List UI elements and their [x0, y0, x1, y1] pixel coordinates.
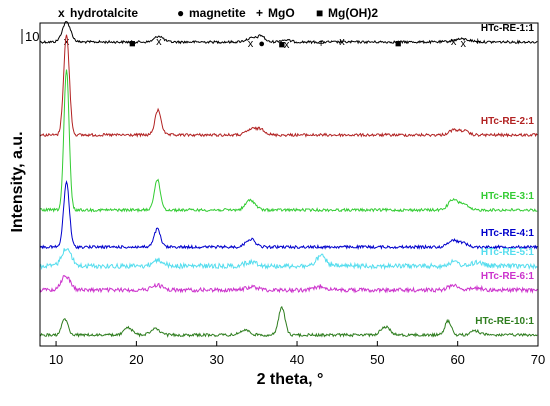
plot-frame [39, 22, 539, 347]
phase-marker: ■ [395, 38, 402, 50]
scale-bar-label: 10 [25, 29, 39, 44]
legend-item: + MgO [256, 6, 295, 20]
series-line [39, 248, 538, 271]
phase-marker: x [461, 38, 467, 50]
x-tick-label: 30 [209, 352, 223, 367]
series-label: HTc-RE-4:1 [481, 228, 535, 239]
series-label: HTc-RE-2:1 [481, 116, 535, 127]
phase-marker: ■ [278, 39, 285, 51]
legend-item: ■ Mg(OH)2 [316, 6, 378, 20]
legend-label: Mg(OH)2 [328, 6, 378, 20]
scale-bar: 10 [21, 29, 39, 44]
legend-label: MgO [268, 6, 295, 20]
x-tick-label: 20 [129, 352, 143, 367]
series-line [39, 274, 538, 294]
legend-symbol: ■ [316, 6, 323, 20]
series-label: HTc-RE-3:1 [481, 191, 535, 202]
series-lines [39, 21, 538, 338]
series-label: HTc-RE-5:1 [481, 247, 535, 258]
x-tick-label: 70 [531, 352, 545, 367]
phase-marker: x [248, 38, 254, 50]
series-line [39, 305, 538, 338]
phase-marker: + [318, 38, 324, 50]
phase-marker: x [64, 36, 70, 48]
legend-symbol: ● [177, 6, 184, 20]
legend-symbol: + [256, 6, 263, 20]
x-tick-label: 50 [370, 352, 384, 367]
series-line [39, 34, 538, 138]
series-label: HTc-RE-10:1 [475, 316, 534, 327]
phase-marker: ■ [129, 38, 136, 50]
x-tick-label: 40 [290, 352, 304, 367]
series-label: HTc-RE-1:1 [481, 23, 535, 34]
x-axis-title: 2 theta, ° [257, 371, 324, 388]
legend-symbol: x [58, 6, 65, 20]
legend-label: magnetite [189, 6, 246, 20]
phase-marker: x [284, 39, 290, 51]
legend-label: hydrotalcite [70, 6, 138, 20]
series-label: HTc-RE-6:1 [481, 271, 535, 282]
phase-marker: x [156, 36, 162, 48]
phase-marker: x [451, 36, 457, 48]
y-axis-title: Intensity, a.u. [9, 131, 26, 232]
x-axis-ticks: 10 20 30 40 50 60 70 [49, 341, 545, 367]
series-labels: HTc-RE-1:1 HTc-RE-2:1 HTc-RE-3:1 HTc-RE-4:1… [475, 23, 534, 327]
series-line [39, 21, 538, 45]
phase-markers: x ■ x x ● ■x + x ■ x x + [64, 36, 481, 51]
phase-marker: ● [258, 38, 265, 50]
legend-item: ● magnetite [177, 6, 246, 20]
series-line [39, 180, 538, 251]
legend: x hydrotalcite ● magnetite + MgO ■ Mg(OH)2 [58, 6, 378, 20]
series-line [39, 69, 538, 213]
x-tick-label: 60 [450, 352, 464, 367]
legend-item: x hydrotalcite [58, 6, 138, 20]
x-tick-label: 10 [49, 352, 63, 367]
